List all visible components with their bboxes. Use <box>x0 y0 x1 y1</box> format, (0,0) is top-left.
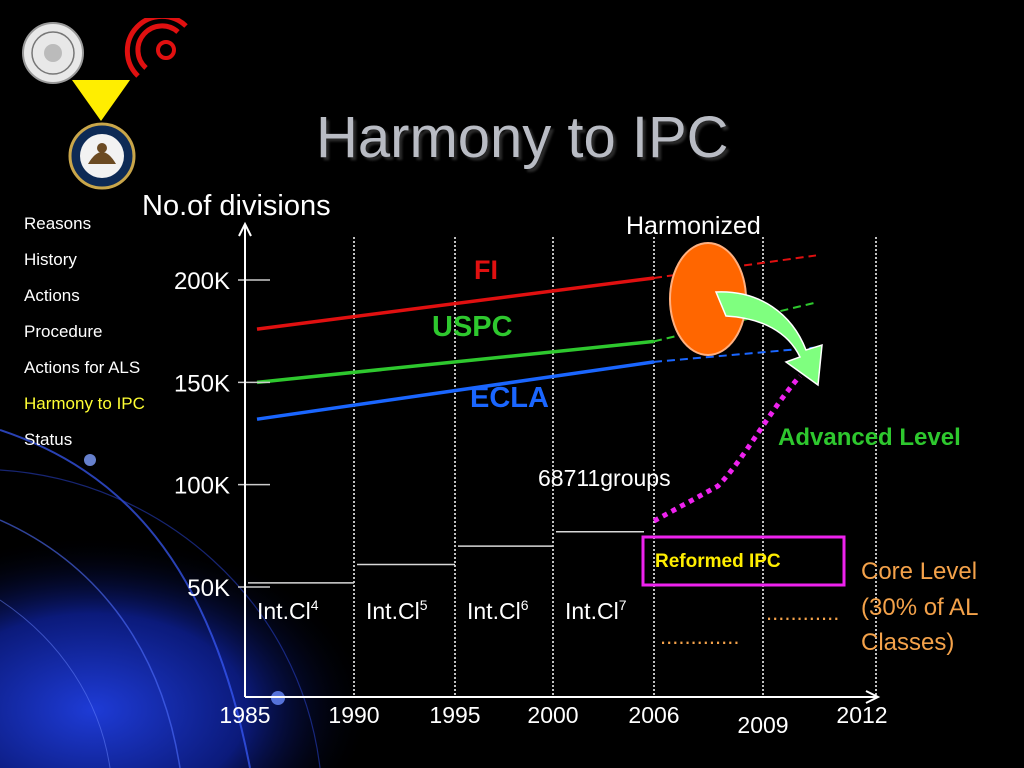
uspto-seal <box>68 122 136 190</box>
reformed-ipc-box <box>641 535 846 587</box>
ipc-step-label: Int.Cl5 <box>366 597 428 624</box>
y-tick-label: 200K <box>174 268 230 295</box>
nav-item-procedure[interactable]: Procedure <box>24 322 103 341</box>
series-label-uspc: USPC <box>432 311 513 343</box>
series-label-ecla: ECLA <box>470 382 549 414</box>
advanced-level-label: Advanced Level <box>778 424 961 451</box>
y-tick-label: 100K <box>174 473 230 500</box>
series-line-fi <box>256 276 655 331</box>
x-tick-label: 1985 <box>219 702 270 728</box>
y-tick-label: 150K <box>174 370 230 397</box>
x-tick-label: 2000 <box>527 702 578 728</box>
nav-item-harmony-to-ipc[interactable]: Harmony to IPC <box>24 394 145 413</box>
nav-item-actions-for-als[interactable]: Actions for ALS <box>24 358 141 377</box>
sidebar-nav: Reasons History Actions Procedure Action… <box>24 214 145 466</box>
reformed-ipc-label: Reformed IPC <box>655 551 781 572</box>
nav-item-reasons[interactable]: Reasons <box>24 214 92 233</box>
groups-label: 68711groups <box>538 465 671 491</box>
curved-arrow-icon <box>714 291 823 387</box>
ipc-step-label: Int.Cl4 <box>257 597 319 624</box>
dots-lower: ............. <box>660 624 739 649</box>
core-level-line-2: (30% of AL <box>861 594 978 621</box>
japan-patent-office-seal <box>22 22 84 84</box>
x-tick-label: 2009 <box>737 712 788 738</box>
harmonized-label: Harmonized <box>626 212 761 240</box>
x-axis-arrow-icon <box>865 690 881 704</box>
down-triangle-icon <box>72 80 130 121</box>
y-tick-label: 50K <box>187 575 230 602</box>
logo-group <box>22 18 188 190</box>
nav-item-status[interactable]: Status <box>24 430 73 449</box>
x-tick-label: 1995 <box>429 702 480 728</box>
epo-logo <box>124 18 188 78</box>
y-axis-label: No.of divisions <box>142 190 331 222</box>
series-line-ecla <box>256 360 655 421</box>
ipc-step-label: Int.Cl6 <box>467 597 529 624</box>
series-line-uspc <box>256 339 655 385</box>
x-tick-label: 2006 <box>628 702 679 728</box>
series-label-fi: FI <box>474 255 498 285</box>
core-level-line-1: Core Level <box>861 558 977 585</box>
slide-title: Harmony to IPC <box>316 105 729 170</box>
x-tick-label: 1990 <box>328 702 379 728</box>
y-axis-arrow-icon <box>238 221 252 237</box>
series-line-dashed-ecla <box>653 346 817 363</box>
nav-item-history[interactable]: History <box>24 250 77 269</box>
nav-item-actions[interactable]: Actions <box>24 286 80 305</box>
x-tick-label: 2012 <box>836 702 887 728</box>
advanced-level-path <box>652 374 802 524</box>
core-level-line-3: Classes) <box>861 629 954 656</box>
ipc-step-label: Int.Cl7 <box>565 597 627 624</box>
dots-upper: ............ <box>766 600 839 625</box>
